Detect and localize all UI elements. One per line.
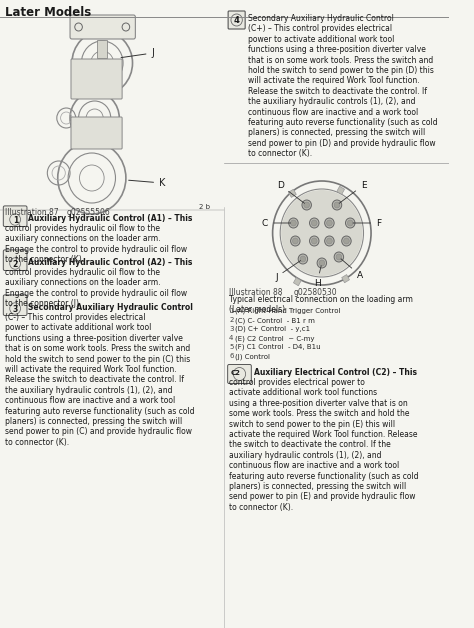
Text: (J) Control: (J) Control xyxy=(235,353,270,359)
Text: (C) C- Control  - B1 r m: (C) C- Control - B1 r m xyxy=(235,317,315,323)
FancyBboxPatch shape xyxy=(70,15,136,39)
Text: 1: 1 xyxy=(229,308,234,314)
Text: K: K xyxy=(128,178,165,188)
Text: Auxiliary Electrical Control (C2) – This: Auxiliary Electrical Control (C2) – This xyxy=(254,368,417,377)
Circle shape xyxy=(300,256,306,262)
Text: D: D xyxy=(277,180,304,203)
Circle shape xyxy=(336,254,342,260)
Text: (E) C2 Control  ~ C-my: (E) C2 Control ~ C-my xyxy=(235,335,314,342)
Text: control provides electrical power to
activate additional work tool functions
usi: control provides electrical power to act… xyxy=(229,378,419,512)
FancyBboxPatch shape xyxy=(71,59,122,99)
Bar xyxy=(342,274,349,283)
Text: (C-) – This control provides electrical
power to activate additional work tool
f: (C-) – This control provides electrical … xyxy=(5,313,194,447)
Text: F: F xyxy=(353,219,381,227)
Text: J: J xyxy=(121,48,155,58)
Circle shape xyxy=(311,238,317,244)
Text: control provides hydraulic oil flow to the
auxiliary connections on the loader a: control provides hydraulic oil flow to t… xyxy=(5,224,187,264)
Text: C2: C2 xyxy=(231,370,241,376)
Text: 3: 3 xyxy=(13,305,18,314)
Text: 4: 4 xyxy=(234,16,240,25)
Bar xyxy=(293,278,301,286)
Text: E: E xyxy=(339,180,366,203)
Text: (A) Right-Hand Trigger Control: (A) Right-Hand Trigger Control xyxy=(235,308,340,315)
FancyBboxPatch shape xyxy=(3,295,27,315)
Text: Auxiliary Hydraulic Control (A2) – This: Auxiliary Hydraulic Control (A2) – This xyxy=(28,258,193,267)
Text: 4: 4 xyxy=(229,335,234,341)
Circle shape xyxy=(347,220,353,226)
Circle shape xyxy=(310,218,319,228)
Circle shape xyxy=(334,252,344,262)
Text: 2: 2 xyxy=(229,317,234,323)
Circle shape xyxy=(319,260,325,266)
Circle shape xyxy=(327,220,332,226)
Text: J: J xyxy=(275,261,301,281)
Circle shape xyxy=(317,258,327,268)
Bar xyxy=(289,189,296,197)
Text: 2: 2 xyxy=(13,260,18,269)
Circle shape xyxy=(327,238,332,244)
Circle shape xyxy=(310,236,319,246)
Circle shape xyxy=(304,202,310,208)
FancyBboxPatch shape xyxy=(71,117,122,149)
Circle shape xyxy=(298,254,308,264)
Text: Secondary Auxiliary Hydraulic Control
(C+) – This control provides electrical
po: Secondary Auxiliary Hydraulic Control (C… xyxy=(248,14,438,158)
Circle shape xyxy=(311,220,317,226)
Text: H: H xyxy=(314,266,321,288)
Text: 2 b: 2 b xyxy=(199,204,210,210)
Text: Illustration 88: Illustration 88 xyxy=(229,288,283,297)
Text: g02580530: g02580530 xyxy=(293,288,337,297)
Text: C: C xyxy=(262,219,291,227)
Circle shape xyxy=(289,218,298,228)
Text: (F) C1 Control  - D4, B1u: (F) C1 Control - D4, B1u xyxy=(235,344,320,350)
Text: Typical electrical connection on the loading arm
(Later models): Typical electrical connection on the loa… xyxy=(229,295,413,315)
Text: 1: 1 xyxy=(13,216,18,225)
Text: Auxiliary Hydraulic Control (A1) – This: Auxiliary Hydraulic Control (A1) – This xyxy=(28,214,193,223)
Circle shape xyxy=(281,190,363,276)
Text: control provides hydraulic oil flow to the
auxiliary connections on the loader a: control provides hydraulic oil flow to t… xyxy=(5,268,187,308)
Text: Secondary Auxiliary Hydraulic Control: Secondary Auxiliary Hydraulic Control xyxy=(28,303,193,312)
Text: (D) C+ Control  - y,c1: (D) C+ Control - y,c1 xyxy=(235,326,310,332)
Circle shape xyxy=(325,236,334,246)
FancyBboxPatch shape xyxy=(3,250,27,271)
Text: g02555506: g02555506 xyxy=(66,208,110,217)
Circle shape xyxy=(346,218,355,228)
Text: 5: 5 xyxy=(229,344,234,350)
Circle shape xyxy=(332,200,342,210)
Circle shape xyxy=(302,200,311,210)
Circle shape xyxy=(344,238,349,244)
Text: A: A xyxy=(341,259,363,279)
Text: Illustration 87: Illustration 87 xyxy=(5,208,58,217)
Circle shape xyxy=(342,236,351,246)
FancyBboxPatch shape xyxy=(228,11,245,29)
Circle shape xyxy=(325,218,334,228)
Circle shape xyxy=(291,220,296,226)
Text: 6: 6 xyxy=(229,353,234,359)
Bar xyxy=(337,187,345,195)
Circle shape xyxy=(292,238,298,244)
FancyBboxPatch shape xyxy=(228,364,251,384)
Circle shape xyxy=(291,236,300,246)
Text: 3: 3 xyxy=(229,326,234,332)
Bar xyxy=(98,40,107,58)
FancyBboxPatch shape xyxy=(3,206,27,227)
Circle shape xyxy=(334,202,340,208)
Text: Later Models: Later Models xyxy=(5,6,91,19)
